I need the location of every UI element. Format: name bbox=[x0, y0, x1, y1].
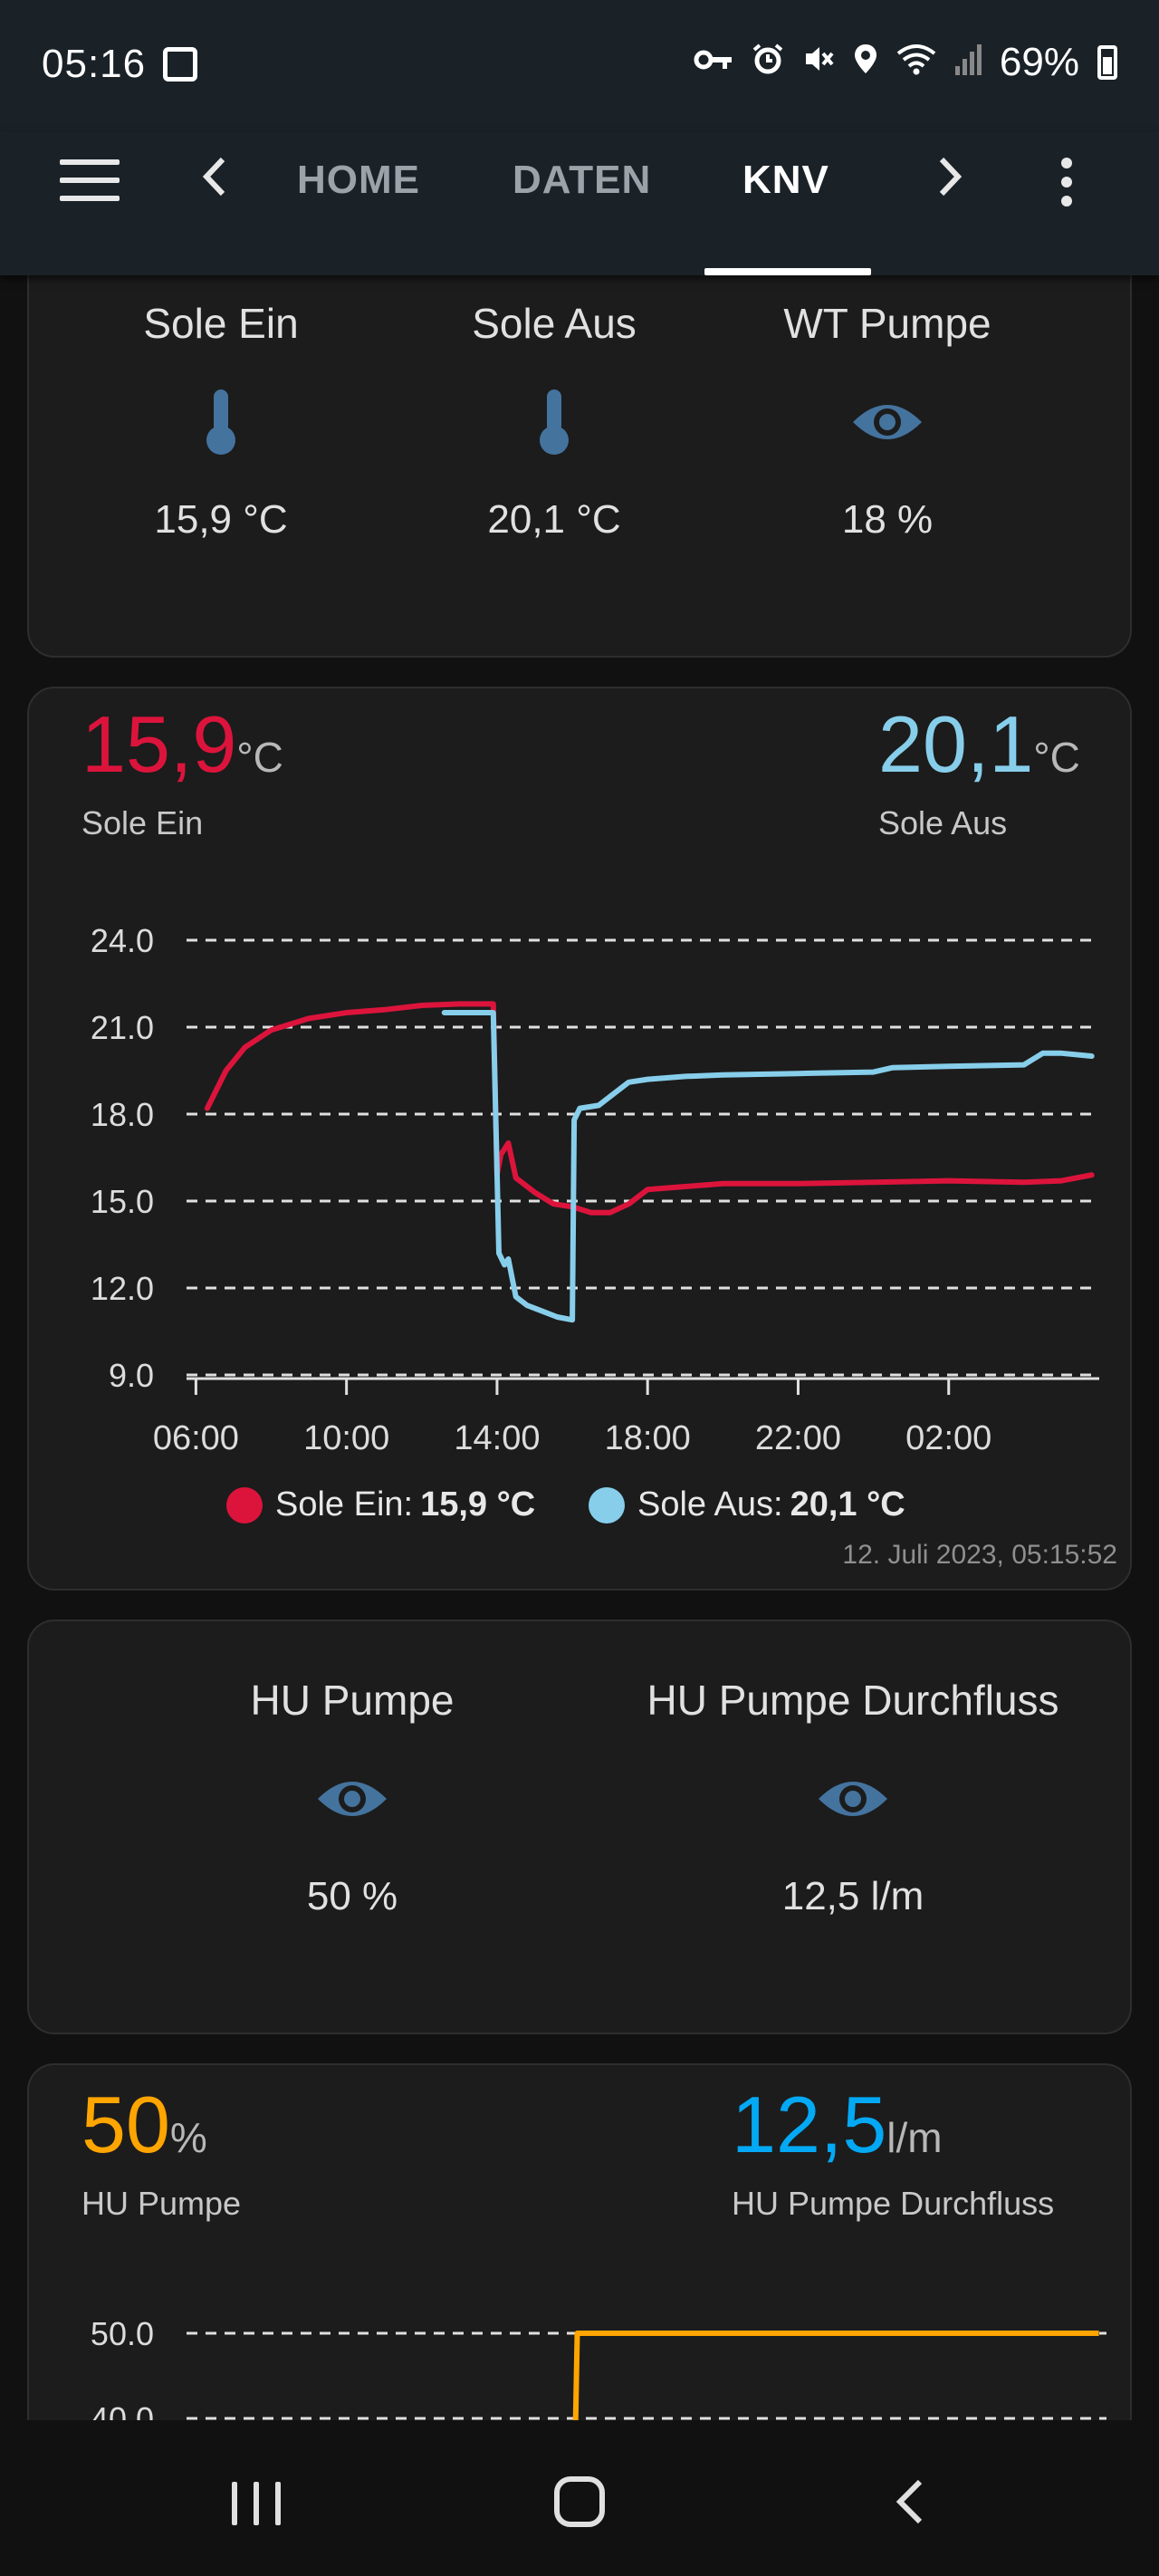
x-tick-label: 22:00 bbox=[755, 1419, 841, 1457]
eye-icon bbox=[817, 1764, 889, 1838]
legend-sole-aus[interactable]: Sole Aus: 20,1 °C bbox=[589, 1485, 905, 1524]
signal-icon bbox=[954, 43, 982, 83]
active-tab-indicator bbox=[704, 268, 871, 275]
more-options-icon[interactable] bbox=[1061, 158, 1074, 210]
battery-percent: 69% bbox=[999, 40, 1079, 84]
tab-daten[interactable]: DATEN bbox=[512, 158, 652, 202]
gallery-notification-icon bbox=[163, 47, 197, 82]
menu-icon[interactable] bbox=[60, 159, 120, 201]
legend-dot bbox=[589, 1486, 625, 1523]
durchfluss-big-value: 12,5l/m bbox=[732, 2080, 943, 2169]
tab-home[interactable]: HOME bbox=[297, 158, 420, 202]
y-tick-label: 21.0 bbox=[91, 1009, 154, 1046]
sole-graph-card[interactable]: 15,9°C Sole Ein 20,1°C Sole Aus 24.0 21.0… bbox=[27, 687, 1132, 1591]
alarm-icon bbox=[752, 43, 784, 83]
recent-apps-icon[interactable] bbox=[232, 2482, 281, 2525]
entity-name: Sole Ein bbox=[143, 300, 299, 347]
entities-card-hu: HU Pumpe 50 % HU Pumpe Durchfluss 12,5 l… bbox=[27, 1620, 1132, 2034]
sole-aus-label: Sole Aus bbox=[878, 804, 1008, 841]
tab-knv[interactable]: KNV bbox=[742, 158, 829, 202]
y-tick-label: 24.0 bbox=[91, 922, 154, 959]
entity-name: Sole Aus bbox=[472, 300, 637, 347]
entity-name: HU Pumpe bbox=[250, 1677, 455, 1724]
x-tick-label: 18:00 bbox=[605, 1419, 691, 1457]
thermometer-icon bbox=[203, 388, 239, 461]
location-icon bbox=[853, 43, 878, 83]
sole-temperature-chart[interactable]: 24.0 21.0 18.0 15.0 12.0 9.0 06:00 10:00 14:00 18… bbox=[29, 922, 1134, 1484]
status-time: 05:16 bbox=[42, 42, 147, 86]
hu-pumpe-big-value: 50% bbox=[81, 2080, 207, 2169]
durchfluss-label: HU Pumpe Durchfluss bbox=[732, 2185, 1055, 2222]
sole-ein-label: Sole Ein bbox=[81, 804, 204, 841]
entity-sole-ein[interactable]: Sole Ein 15,9 °C bbox=[85, 299, 357, 543]
sole-aus-big-value: 20,1°C bbox=[878, 699, 1080, 789]
series-line-sole-aus bbox=[441, 1010, 1095, 1323]
system-navigation-bar bbox=[0, 2420, 1159, 2576]
series-line-sole-ein bbox=[204, 1001, 1095, 1216]
entity-name: WT Pumpe bbox=[783, 300, 991, 347]
x-tick-label: 02:00 bbox=[905, 1419, 991, 1457]
entity-name: HU Pumpe Durchfluss bbox=[647, 1677, 1059, 1724]
home-icon[interactable] bbox=[554, 2476, 605, 2527]
hu-graph-card[interactable]: 50% HU Pumpe 12,5l/m HU Pumpe Durchfluss… bbox=[27, 2063, 1132, 2444]
series-line-hu-pumpe bbox=[572, 2331, 1099, 2436]
eye-icon bbox=[316, 1764, 388, 1838]
entities-card-sole: Sole Ein 15,9 °C Sole Aus 20,1 °C WT Pum… bbox=[27, 245, 1132, 658]
y-tick-label: 12.0 bbox=[91, 1270, 154, 1307]
entity-state: 15,9 °C bbox=[154, 497, 288, 542]
key-icon bbox=[694, 43, 733, 82]
last-updated-timestamp: 12. Juli 2023, 05:15:52 bbox=[842, 1540, 1117, 1570]
entity-wt-pumpe[interactable]: WT Pumpe 18 % bbox=[752, 299, 1023, 543]
sole-ein-big-value: 15,9°C bbox=[81, 699, 283, 789]
wifi-icon bbox=[896, 43, 936, 83]
status-bar: 05:16 69% bbox=[0, 0, 1159, 132]
eye-icon bbox=[851, 388, 924, 461]
y-tick-label: 18.0 bbox=[91, 1096, 154, 1133]
entity-sole-aus[interactable]: Sole Aus 20,1 °C bbox=[418, 299, 690, 543]
legend-dot bbox=[226, 1486, 263, 1523]
y-tick-label: 9.0 bbox=[109, 1357, 154, 1394]
battery-icon bbox=[1097, 45, 1117, 80]
thermometer-icon bbox=[536, 388, 572, 461]
status-icons: 69% bbox=[694, 40, 1117, 85]
entity-hu-pumpe[interactable]: HU Pumpe 50 % bbox=[194, 1676, 511, 1919]
back-icon[interactable] bbox=[891, 2478, 927, 2525]
tab-scroll-right-icon[interactable] bbox=[936, 154, 963, 207]
entity-state: 12,5 l/m bbox=[781, 1874, 924, 1918]
y-tick-label: 15.0 bbox=[91, 1183, 154, 1220]
mute-icon bbox=[802, 43, 835, 83]
hu-pumpe-label: HU Pumpe bbox=[81, 2185, 242, 2222]
x-tick-label: 14:00 bbox=[454, 1419, 540, 1457]
entity-state: 20,1 °C bbox=[487, 497, 621, 542]
y-tick-label: 50.0 bbox=[91, 2315, 154, 2352]
legend-sole-ein[interactable]: Sole Ein: 15,9 °C bbox=[226, 1485, 535, 1524]
x-tick-label: 06:00 bbox=[153, 1419, 239, 1457]
tab-scroll-left-icon[interactable] bbox=[201, 154, 228, 207]
entity-state: 18 % bbox=[841, 497, 934, 542]
entity-state: 50 % bbox=[306, 1874, 398, 1918]
x-tick-label: 10:00 bbox=[303, 1419, 389, 1457]
entity-hu-pumpe-durchfluss[interactable]: HU Pumpe Durchfluss 12,5 l/m bbox=[599, 1676, 1106, 1919]
app-header bbox=[0, 132, 1159, 275]
